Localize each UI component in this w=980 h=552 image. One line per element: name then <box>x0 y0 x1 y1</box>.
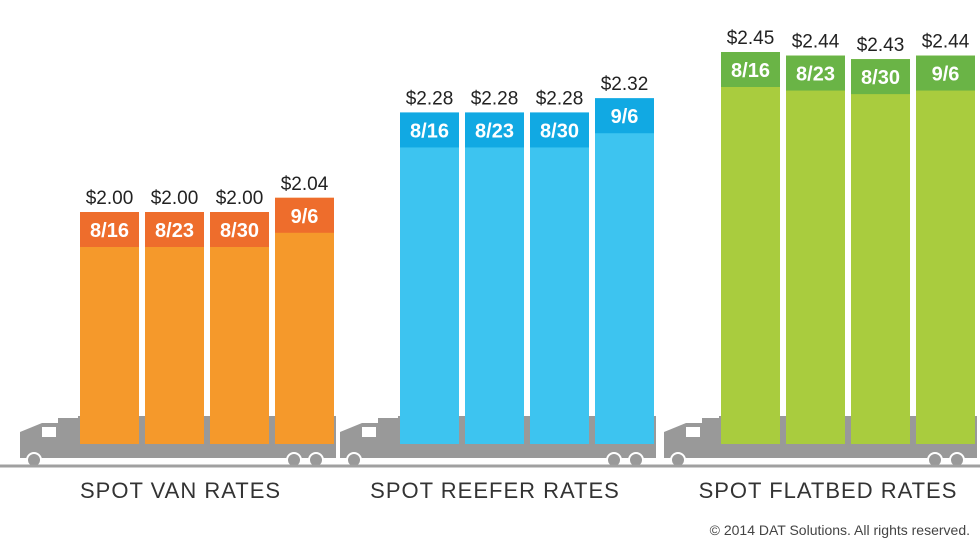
cab-window-reefer <box>362 427 376 437</box>
value-label-flatbed-3: $2.44 <box>922 32 970 53</box>
bar-band-flatbed-8/23 <box>786 55 845 91</box>
bar-flatbed-8/16 <box>721 52 780 444</box>
cab-window-flatbed <box>686 427 700 437</box>
category-label-reefer-2: 8/30 <box>540 120 579 142</box>
category-label-van-3: 9/6 <box>291 206 319 228</box>
value-label-reefer-2: $2.28 <box>536 88 584 109</box>
category-label-reefer-0: 8/16 <box>410 120 449 142</box>
bar-band-reefer-9/6 <box>595 98 654 134</box>
bar-van-9/6 <box>275 197 334 444</box>
value-label-reefer-1: $2.28 <box>471 88 519 109</box>
value-label-van-1: $2.00 <box>151 188 199 209</box>
cab-window-van <box>42 427 56 437</box>
value-label-van-3: $2.04 <box>281 174 329 195</box>
category-label-van-2: 8/30 <box>220 220 259 242</box>
bar-band-reefer-8/23 <box>465 112 524 148</box>
value-label-reefer-3: $2.32 <box>601 74 649 95</box>
bar-flatbed-8/23 <box>786 55 845 445</box>
category-label-flatbed-3: 9/6 <box>932 64 960 86</box>
bar-reefer-8/23 <box>465 112 524 444</box>
bar-van-8/16 <box>80 212 139 444</box>
bar-band-van-9/6 <box>275 197 334 233</box>
bar-band-van-8/30 <box>210 212 269 247</box>
copyright-notice: © 2014 DAT Solutions. All rights reserve… <box>709 522 970 538</box>
bar-band-flatbed-8/16 <box>721 52 780 87</box>
cab-reefer <box>340 418 398 458</box>
bar-flatbed-8/30 <box>851 59 910 444</box>
cab-flatbed <box>664 418 722 458</box>
bar-band-reefer-8/16 <box>400 112 459 148</box>
bars-layer: 8/16 $2.00 8/23 $2.00 8/30 $2.00 9/6 $2.04 8/16 $… <box>80 28 975 445</box>
bar-band-van-8/23 <box>145 212 204 247</box>
category-label-reefer-1: 8/23 <box>475 120 514 142</box>
bar-reefer-8/30 <box>530 112 589 444</box>
bar-band-flatbed-8/30 <box>851 59 910 95</box>
bar-van-8/23 <box>145 212 204 444</box>
group-label-flatbed: SPOT FLATBED RATES <box>698 478 958 503</box>
value-label-reefer-0: $2.28 <box>406 88 454 109</box>
value-label-van-2: $2.00 <box>216 188 264 209</box>
category-label-flatbed-1: 8/23 <box>796 64 835 86</box>
category-label-reefer-3: 9/6 <box>611 106 639 128</box>
group-label-reefer: SPOT REEFER RATES <box>370 478 620 503</box>
group-label-van: SPOT VAN RATES <box>80 478 282 503</box>
category-label-van-1: 8/23 <box>155 220 194 242</box>
category-label-flatbed-0: 8/16 <box>731 60 770 82</box>
bar-reefer-8/16 <box>400 112 459 444</box>
category-label-van-0: 8/16 <box>90 220 129 242</box>
bar-flatbed-9/6 <box>916 55 975 445</box>
category-label-flatbed-2: 8/30 <box>861 67 900 89</box>
bar-band-reefer-8/30 <box>530 112 589 148</box>
cab-van <box>20 418 78 458</box>
value-label-flatbed-2: $2.43 <box>857 35 905 56</box>
bar-band-van-8/16 <box>80 212 139 247</box>
bar-van-8/30 <box>210 212 269 444</box>
value-label-van-0: $2.00 <box>86 188 134 209</box>
bar-reefer-9/6 <box>595 98 654 444</box>
bar-band-flatbed-9/6 <box>916 55 975 91</box>
value-label-flatbed-1: $2.44 <box>792 32 840 53</box>
value-label-flatbed-0: $2.45 <box>727 28 775 49</box>
